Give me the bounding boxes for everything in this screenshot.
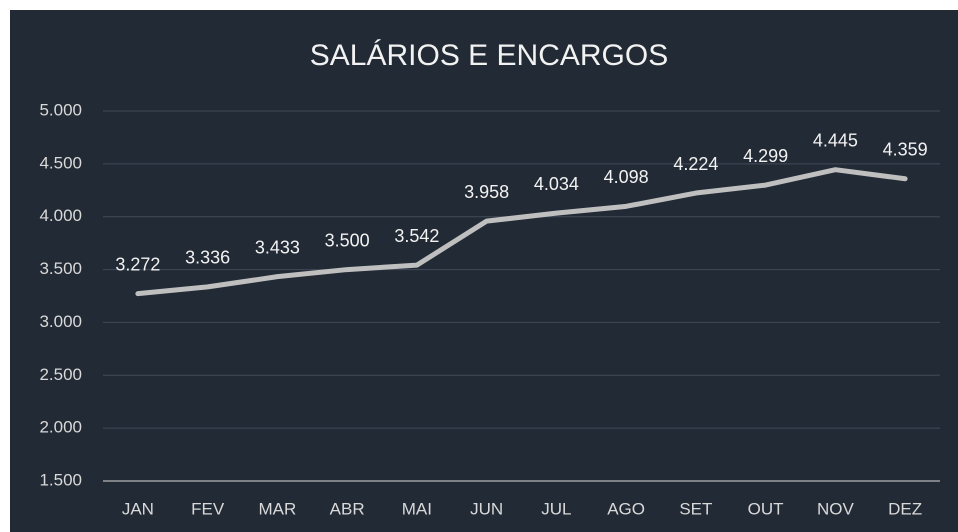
data-label: 4.445	[813, 130, 858, 150]
chart-background	[10, 10, 958, 532]
data-line	[135, 167, 908, 297]
x-tick-label: JAN	[122, 499, 154, 518]
data-label: 4.299	[743, 146, 788, 166]
chart-title: SALÁRIOS E ENCARGOS	[310, 39, 668, 72]
y-tick-label: 2.500	[39, 365, 82, 384]
data-label: 3.958	[464, 182, 509, 202]
y-tick-label: 1.500	[39, 470, 82, 489]
x-tick-label: DEZ	[888, 499, 922, 518]
y-tick-label: 2.000	[39, 418, 82, 437]
x-tick-label: AGO	[607, 499, 645, 518]
y-tick-label: 3.000	[39, 312, 82, 331]
x-tick-label: JUN	[470, 499, 503, 518]
x-tick-label: OUT	[748, 499, 784, 518]
data-label: 3.272	[115, 254, 160, 274]
data-label: 3.433	[255, 237, 300, 257]
y-tick-label: 4.500	[39, 153, 82, 172]
x-tick-label: JUL	[541, 499, 571, 518]
data-label: 4.359	[883, 140, 928, 160]
x-tick-label: SET	[679, 499, 712, 518]
data-label: 4.034	[534, 174, 579, 194]
y-tick-label: 5.000	[39, 100, 82, 119]
y-tick-label: 3.500	[39, 259, 82, 278]
x-tick-label: FEV	[191, 499, 225, 518]
x-tick-label: NOV	[817, 499, 855, 518]
x-tick-label: MAI	[402, 499, 432, 518]
x-tick-label: ABR	[330, 499, 365, 518]
y-tick-label: 4.000	[39, 206, 82, 225]
data-label: 3.542	[394, 226, 439, 246]
x-tick-label: MAR	[258, 499, 296, 518]
data-label: 3.336	[185, 248, 230, 268]
data-label: 4.098	[604, 167, 649, 187]
data-label: 3.500	[325, 230, 370, 250]
data-label: 4.224	[673, 154, 718, 174]
